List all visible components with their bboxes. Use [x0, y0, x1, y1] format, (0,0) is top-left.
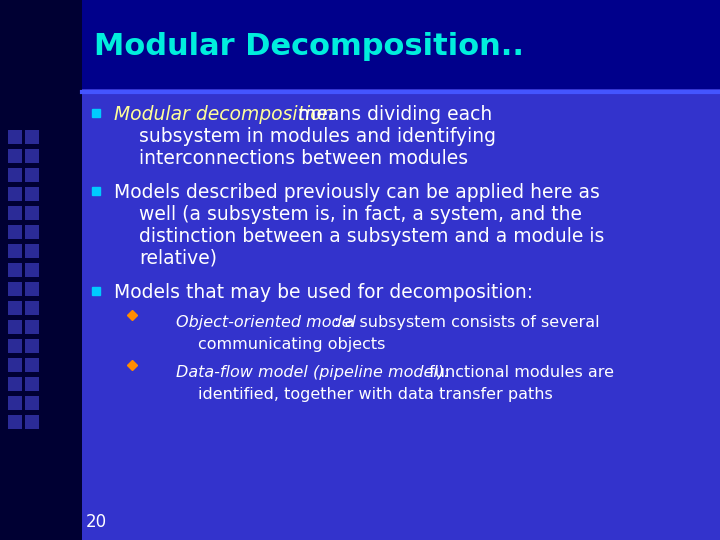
Text: interconnections between modules: interconnections between modules: [139, 149, 468, 168]
Bar: [25, 130, 39, 144]
Text: Data-flow model (pipeline model):: Data-flow model (pipeline model):: [176, 365, 449, 380]
Bar: [25, 244, 39, 258]
Bar: [8, 377, 22, 391]
Bar: [8, 263, 22, 277]
Bar: [25, 225, 39, 239]
Bar: [25, 339, 39, 353]
Bar: [25, 282, 39, 296]
Text: Modular Decomposition..: Modular Decomposition..: [94, 32, 524, 61]
Bar: [25, 377, 39, 391]
Text: identified, together with data transfer paths: identified, together with data transfer …: [198, 387, 553, 402]
Text: communicating objects: communicating objects: [198, 337, 385, 352]
Bar: [8, 130, 22, 144]
Bar: [8, 282, 22, 296]
Text: Object-oriented model: Object-oriented model: [176, 315, 356, 330]
Bar: [8, 187, 22, 201]
Text: 20: 20: [86, 513, 107, 531]
Bar: [82, 0, 720, 89]
Text: relative): relative): [139, 249, 217, 268]
Bar: [8, 244, 22, 258]
Text: subsystem in modules and identifying: subsystem in modules and identifying: [139, 127, 496, 146]
Text: : a subsystem consists of several: : a subsystem consists of several: [334, 315, 600, 330]
Bar: [8, 396, 22, 410]
Text: distinction between a subsystem and a module is: distinction between a subsystem and a mo…: [139, 227, 604, 246]
Text: Models described previously can be applied here as: Models described previously can be appli…: [114, 183, 600, 202]
Bar: [25, 206, 39, 220]
Bar: [25, 263, 39, 277]
Bar: [25, 396, 39, 410]
Text: Modular decomposition: Modular decomposition: [114, 105, 333, 124]
Bar: [25, 358, 39, 372]
Bar: [8, 149, 22, 163]
Bar: [8, 301, 22, 315]
Bar: [8, 339, 22, 353]
Text: means dividing each: means dividing each: [292, 105, 492, 124]
Bar: [0, 0, 82, 540]
Bar: [8, 206, 22, 220]
Bar: [8, 168, 22, 182]
Bar: [25, 187, 39, 201]
Bar: [8, 358, 22, 372]
Bar: [25, 149, 39, 163]
Text: well (a subsystem is, in fact, a system, and the: well (a subsystem is, in fact, a system,…: [139, 205, 582, 224]
Bar: [25, 301, 39, 315]
Text: functional modules are: functional modules are: [424, 365, 614, 380]
Bar: [25, 415, 39, 429]
Bar: [8, 415, 22, 429]
Bar: [8, 320, 22, 334]
Bar: [25, 168, 39, 182]
Bar: [8, 225, 22, 239]
Bar: [25, 320, 39, 334]
Text: Models that may be used for decomposition:: Models that may be used for decompositio…: [114, 283, 533, 302]
